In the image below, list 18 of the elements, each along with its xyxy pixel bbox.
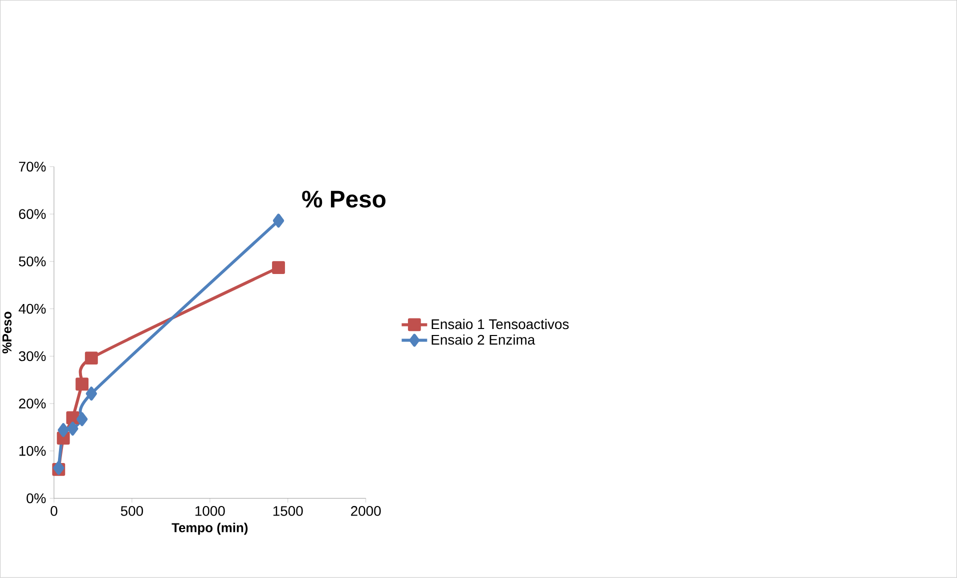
x-axis-title: Tempo (min) <box>172 522 248 535</box>
y-tick-label: 20% <box>19 398 46 409</box>
y-axis-title: %Peso <box>2 312 12 354</box>
legend-label: Ensaio 1 Tensoactivos <box>432 319 569 330</box>
y-tick-label: 10% <box>19 446 46 456</box>
x-tick-label: 1500 <box>273 506 303 516</box>
y-tick-label: 60% <box>19 209 46 220</box>
x-tick-label: 2000 <box>351 506 381 516</box>
x-tick-label: 500 <box>120 506 144 516</box>
y-tick-label: 0% <box>26 493 46 504</box>
y-tick-label: 40% <box>18 304 46 314</box>
x-tick-label: 0 <box>50 506 58 516</box>
legend-label: Ensaio 2 Enzima <box>432 334 536 345</box>
x-tick-label: 1000 <box>195 506 225 516</box>
text: % Peso <box>302 190 386 208</box>
y-tick-label: 70% <box>19 162 46 172</box>
y-tick-label: 50% <box>18 256 46 266</box>
y-tick-label: 30% <box>18 351 46 362</box>
